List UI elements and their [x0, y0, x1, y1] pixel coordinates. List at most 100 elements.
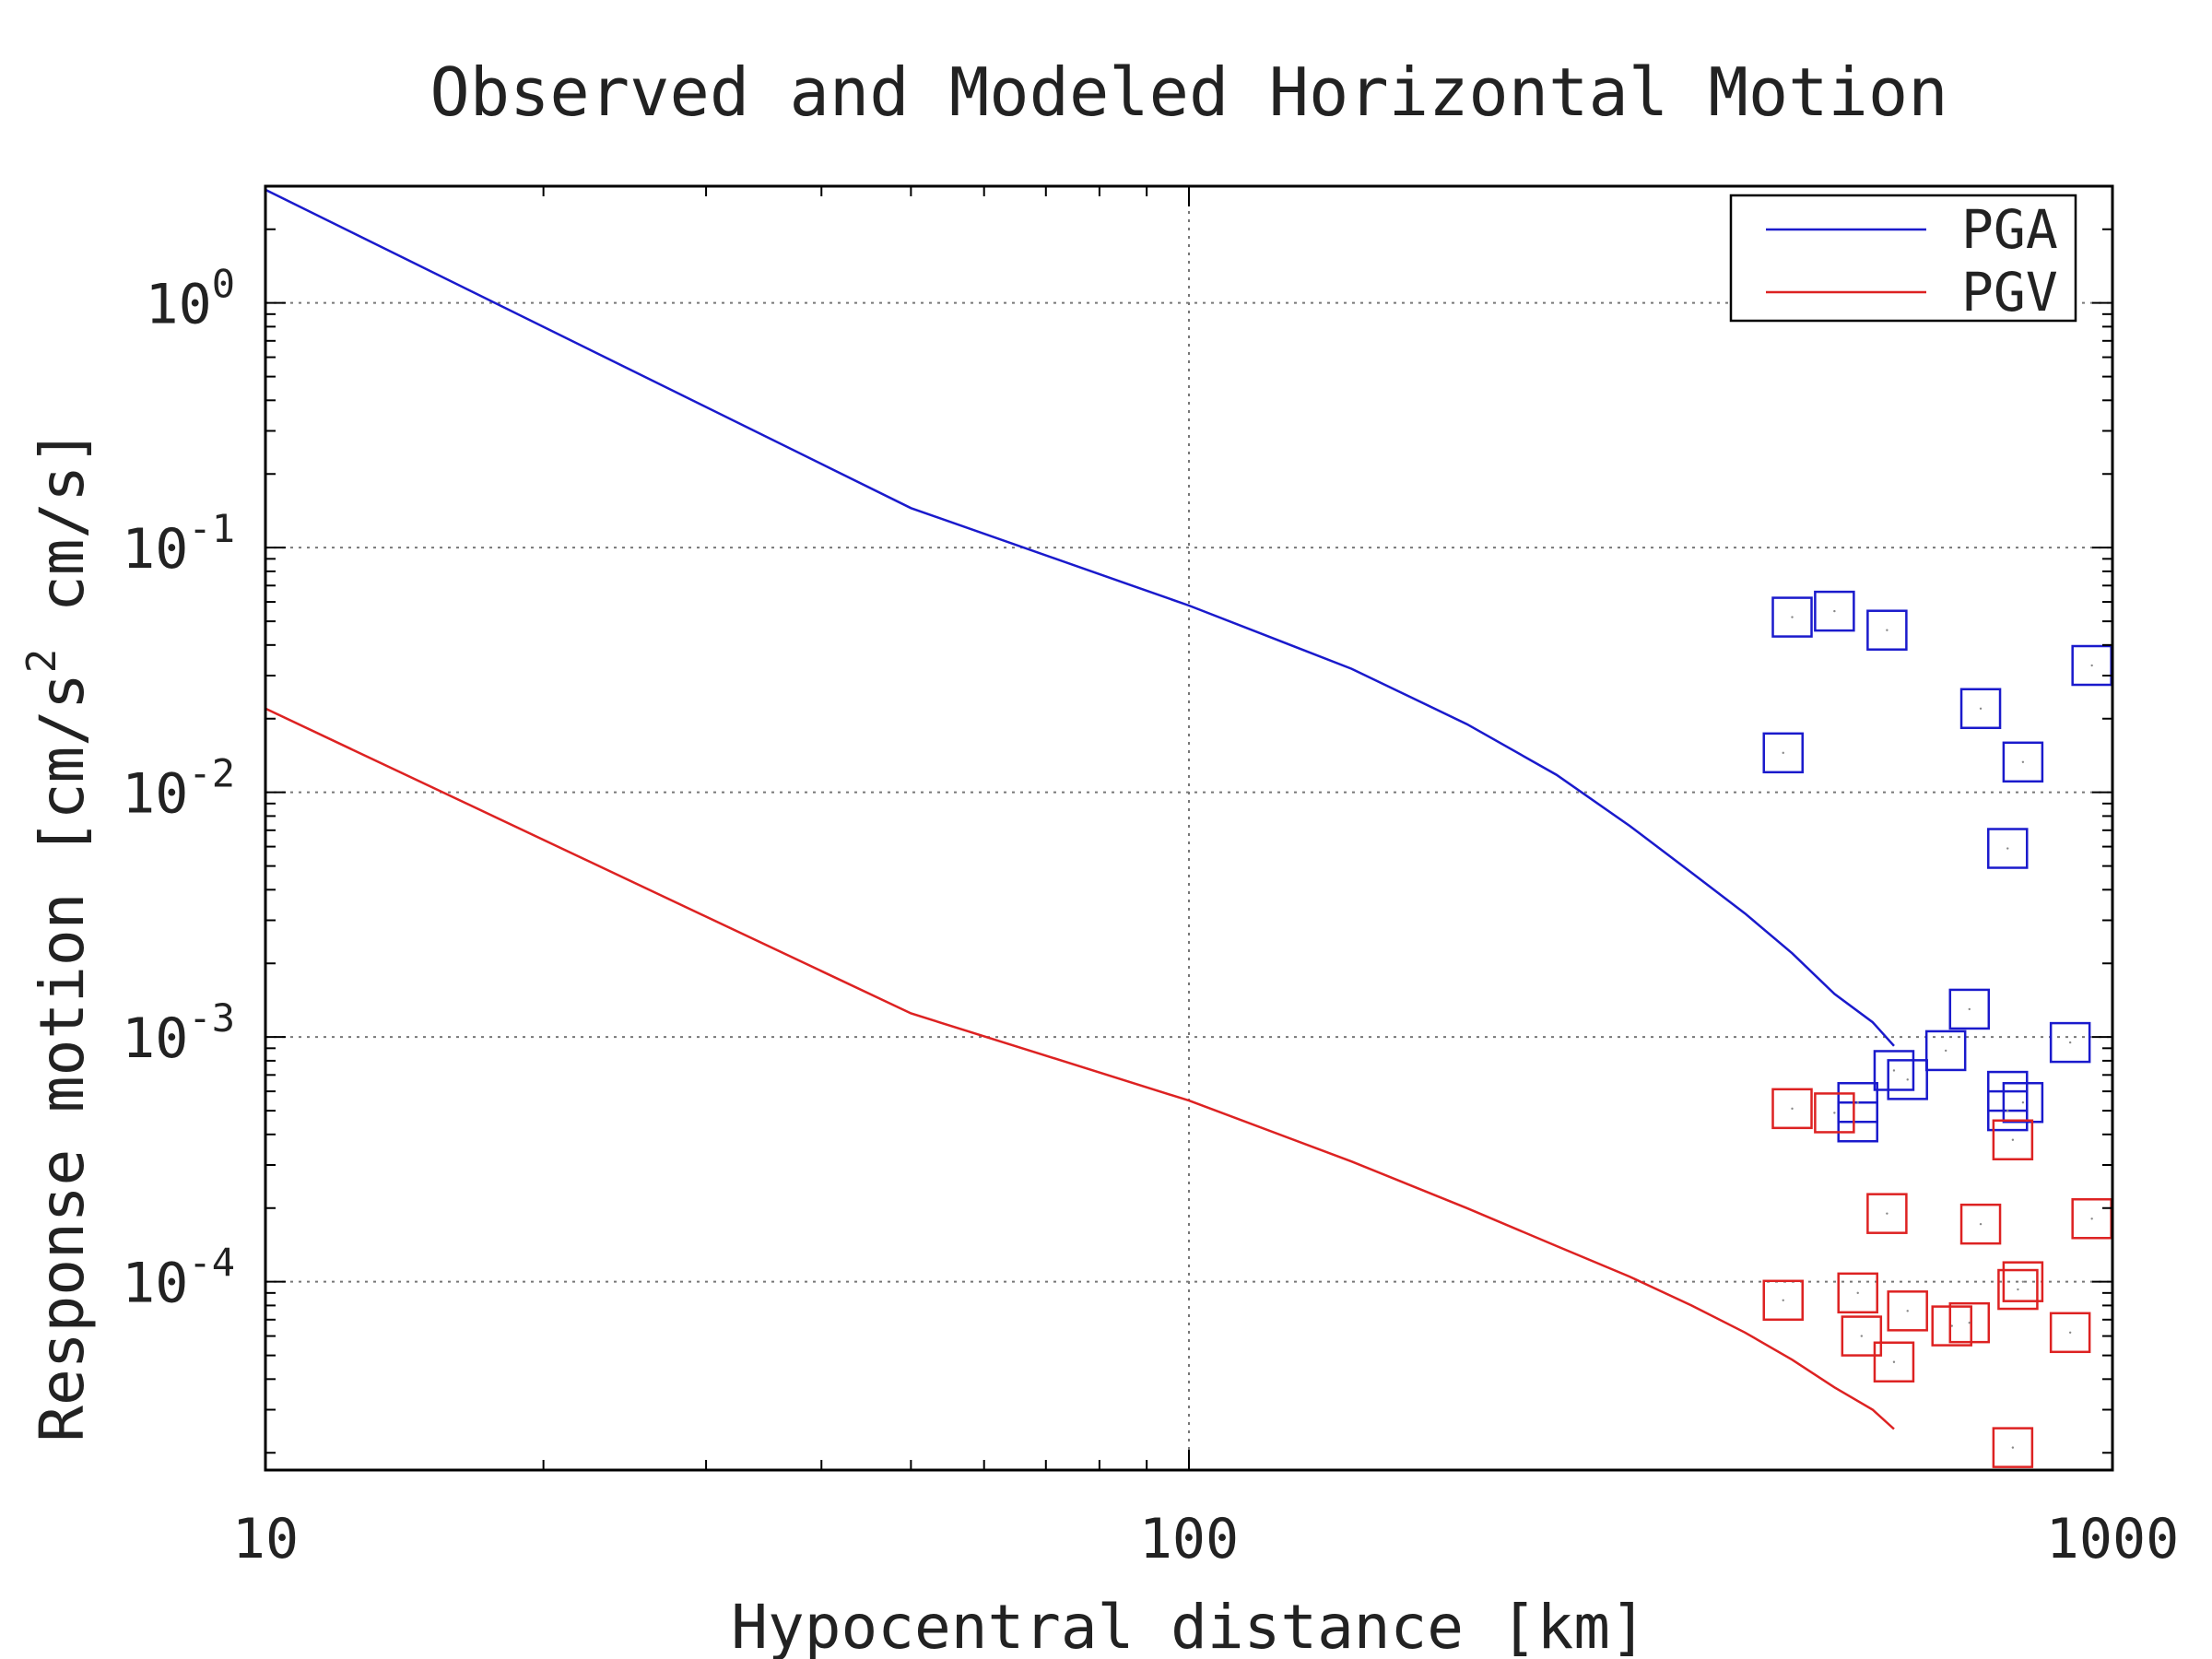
- y-tick-label-exponent: -1: [188, 506, 235, 551]
- data-point-center: [1892, 1069, 1896, 1072]
- y-axis-label: Response motion [cm/s2 cm/s]: [18, 429, 98, 1441]
- data-point-center: [1856, 1101, 1859, 1104]
- data-point-marker: [2002, 1081, 2044, 1124]
- x-tick-labels: 10 100 1000: [232, 1507, 2179, 1571]
- data-point-center: [1906, 1078, 1909, 1081]
- y-tick-label-base: 10: [122, 1006, 188, 1071]
- y-tick-label: 10-3: [122, 995, 235, 1071]
- data-point-center: [1860, 1335, 1864, 1337]
- y-tick-label-base: 10: [122, 517, 188, 582]
- data-point-marker: [1814, 590, 1855, 632]
- data-point-center: [1782, 751, 1784, 755]
- chart-title: Observed and Modeled Horizontal Motion: [429, 53, 1947, 131]
- y-tick-label-base: 10: [122, 1252, 188, 1316]
- data-point-marker: [2049, 1021, 2091, 1064]
- data-point-marker: [1887, 1290, 1928, 1332]
- data-point-marker: [1837, 1272, 1878, 1314]
- data-point-marker: [1866, 609, 1908, 651]
- grid: [265, 186, 2112, 1470]
- data-point-marker: [1959, 688, 2002, 730]
- data-point-marker: [1924, 1030, 1967, 1072]
- data-point-center: [1950, 1324, 1953, 1327]
- y-tick-label-exponent: -4: [188, 1241, 235, 1286]
- data-point-marker: [2002, 741, 2044, 783]
- x-axis-label: Hypocentral distance [km]: [731, 1592, 1646, 1659]
- data-point-center: [2068, 1331, 2072, 1335]
- data-point-marker: [1887, 1059, 1928, 1100]
- y-tick-label-base: 10: [122, 762, 188, 827]
- data-point-center: [1886, 629, 1888, 631]
- data-point-marker: [1771, 1088, 1813, 1130]
- data-point-marker: [1992, 1119, 2034, 1160]
- data-point-marker: [1762, 1279, 1804, 1322]
- data-point-center: [1906, 1310, 1909, 1312]
- data-point-center: [2011, 1446, 2015, 1449]
- data-point-marker: [2049, 1312, 2091, 1354]
- series-line-pgv: [265, 707, 1895, 1430]
- data-point-marker: [1948, 988, 1991, 1030]
- data-point-center: [2021, 1101, 2025, 1104]
- data-point-marker: [1771, 596, 1813, 638]
- data-point-center: [1833, 1112, 1836, 1114]
- data-point-marker: [1866, 1193, 1908, 1234]
- data-point-center: [1782, 1299, 1784, 1301]
- data-point-center: [2090, 1218, 2093, 1220]
- y-tick-label: 10-4: [122, 1241, 235, 1316]
- data-point-marker: [1873, 1341, 1915, 1382]
- data-point-marker: [1987, 828, 2029, 869]
- data-point-center: [1833, 609, 1836, 613]
- data-point-center: [2021, 1280, 2025, 1283]
- plot-series: [265, 188, 2112, 1468]
- y-axis-label-tail: cm/s]: [27, 429, 98, 648]
- y-axis-label-main: Response motion [cm/s: [27, 673, 98, 1441]
- data-point-marker: [1837, 1081, 1878, 1124]
- legend-label-pgv: PGV: [1961, 261, 2058, 324]
- y-tick-label-exponent: 0: [212, 262, 235, 307]
- data-point-center: [1968, 1321, 1971, 1324]
- x-tick-label: 100: [1139, 1507, 1239, 1571]
- data-point-center: [1856, 1291, 1859, 1295]
- axis-ticks: [265, 185, 2112, 1470]
- data-point-center: [1968, 1007, 1971, 1011]
- data-point-center: [1979, 707, 1983, 710]
- data-point-marker: [1948, 1301, 1991, 1344]
- data-point-center: [1892, 1360, 1896, 1363]
- data-point-center: [1791, 1107, 1794, 1111]
- data-point-marker: [1987, 1089, 2029, 1132]
- data-point-center: [2006, 1109, 2009, 1112]
- data-point-marker: [1997, 1268, 2039, 1311]
- data-point-center: [2068, 1041, 2072, 1044]
- legend-label-pga: PGA: [1961, 198, 2058, 261]
- data-point-center: [2017, 1288, 2019, 1291]
- y-tick-label: 100: [145, 262, 235, 337]
- data-point-center: [2011, 1138, 2015, 1141]
- x-tick-label: 1000: [2046, 1507, 2180, 1571]
- y-tick-label-exponent: -3: [188, 995, 235, 1041]
- data-point-center: [1944, 1049, 1947, 1053]
- data-point-center: [1886, 1212, 1888, 1215]
- legend-box: [1729, 194, 2077, 323]
- data-point-center: [2090, 664, 2093, 667]
- y-tick-label: 10-1: [122, 506, 235, 582]
- y-tick-label: 10-2: [122, 751, 235, 827]
- data-point-marker: [1931, 1305, 1972, 1347]
- series-line-pga: [265, 188, 1895, 1047]
- data-point-marker: [1841, 1315, 1883, 1357]
- data-point-marker: [1814, 1092, 1855, 1134]
- data-point-center: [2021, 760, 2025, 763]
- data-point-marker: [1959, 1203, 2002, 1245]
- y-tick-label-exponent: -2: [188, 751, 235, 796]
- data-point-center: [1979, 1222, 1983, 1226]
- data-point-center: [1791, 616, 1794, 618]
- data-point-marker: [1762, 732, 1804, 774]
- data-point-marker: [1992, 1427, 2034, 1468]
- x-tick-label: 10: [232, 1507, 299, 1571]
- y-tick-label-base: 10: [145, 273, 211, 337]
- data-point-center: [2006, 847, 2009, 850]
- y-axis-label-superscript: 2: [18, 649, 65, 674]
- data-point-marker: [2002, 1261, 2044, 1302]
- data-point-marker: [1873, 1050, 1915, 1091]
